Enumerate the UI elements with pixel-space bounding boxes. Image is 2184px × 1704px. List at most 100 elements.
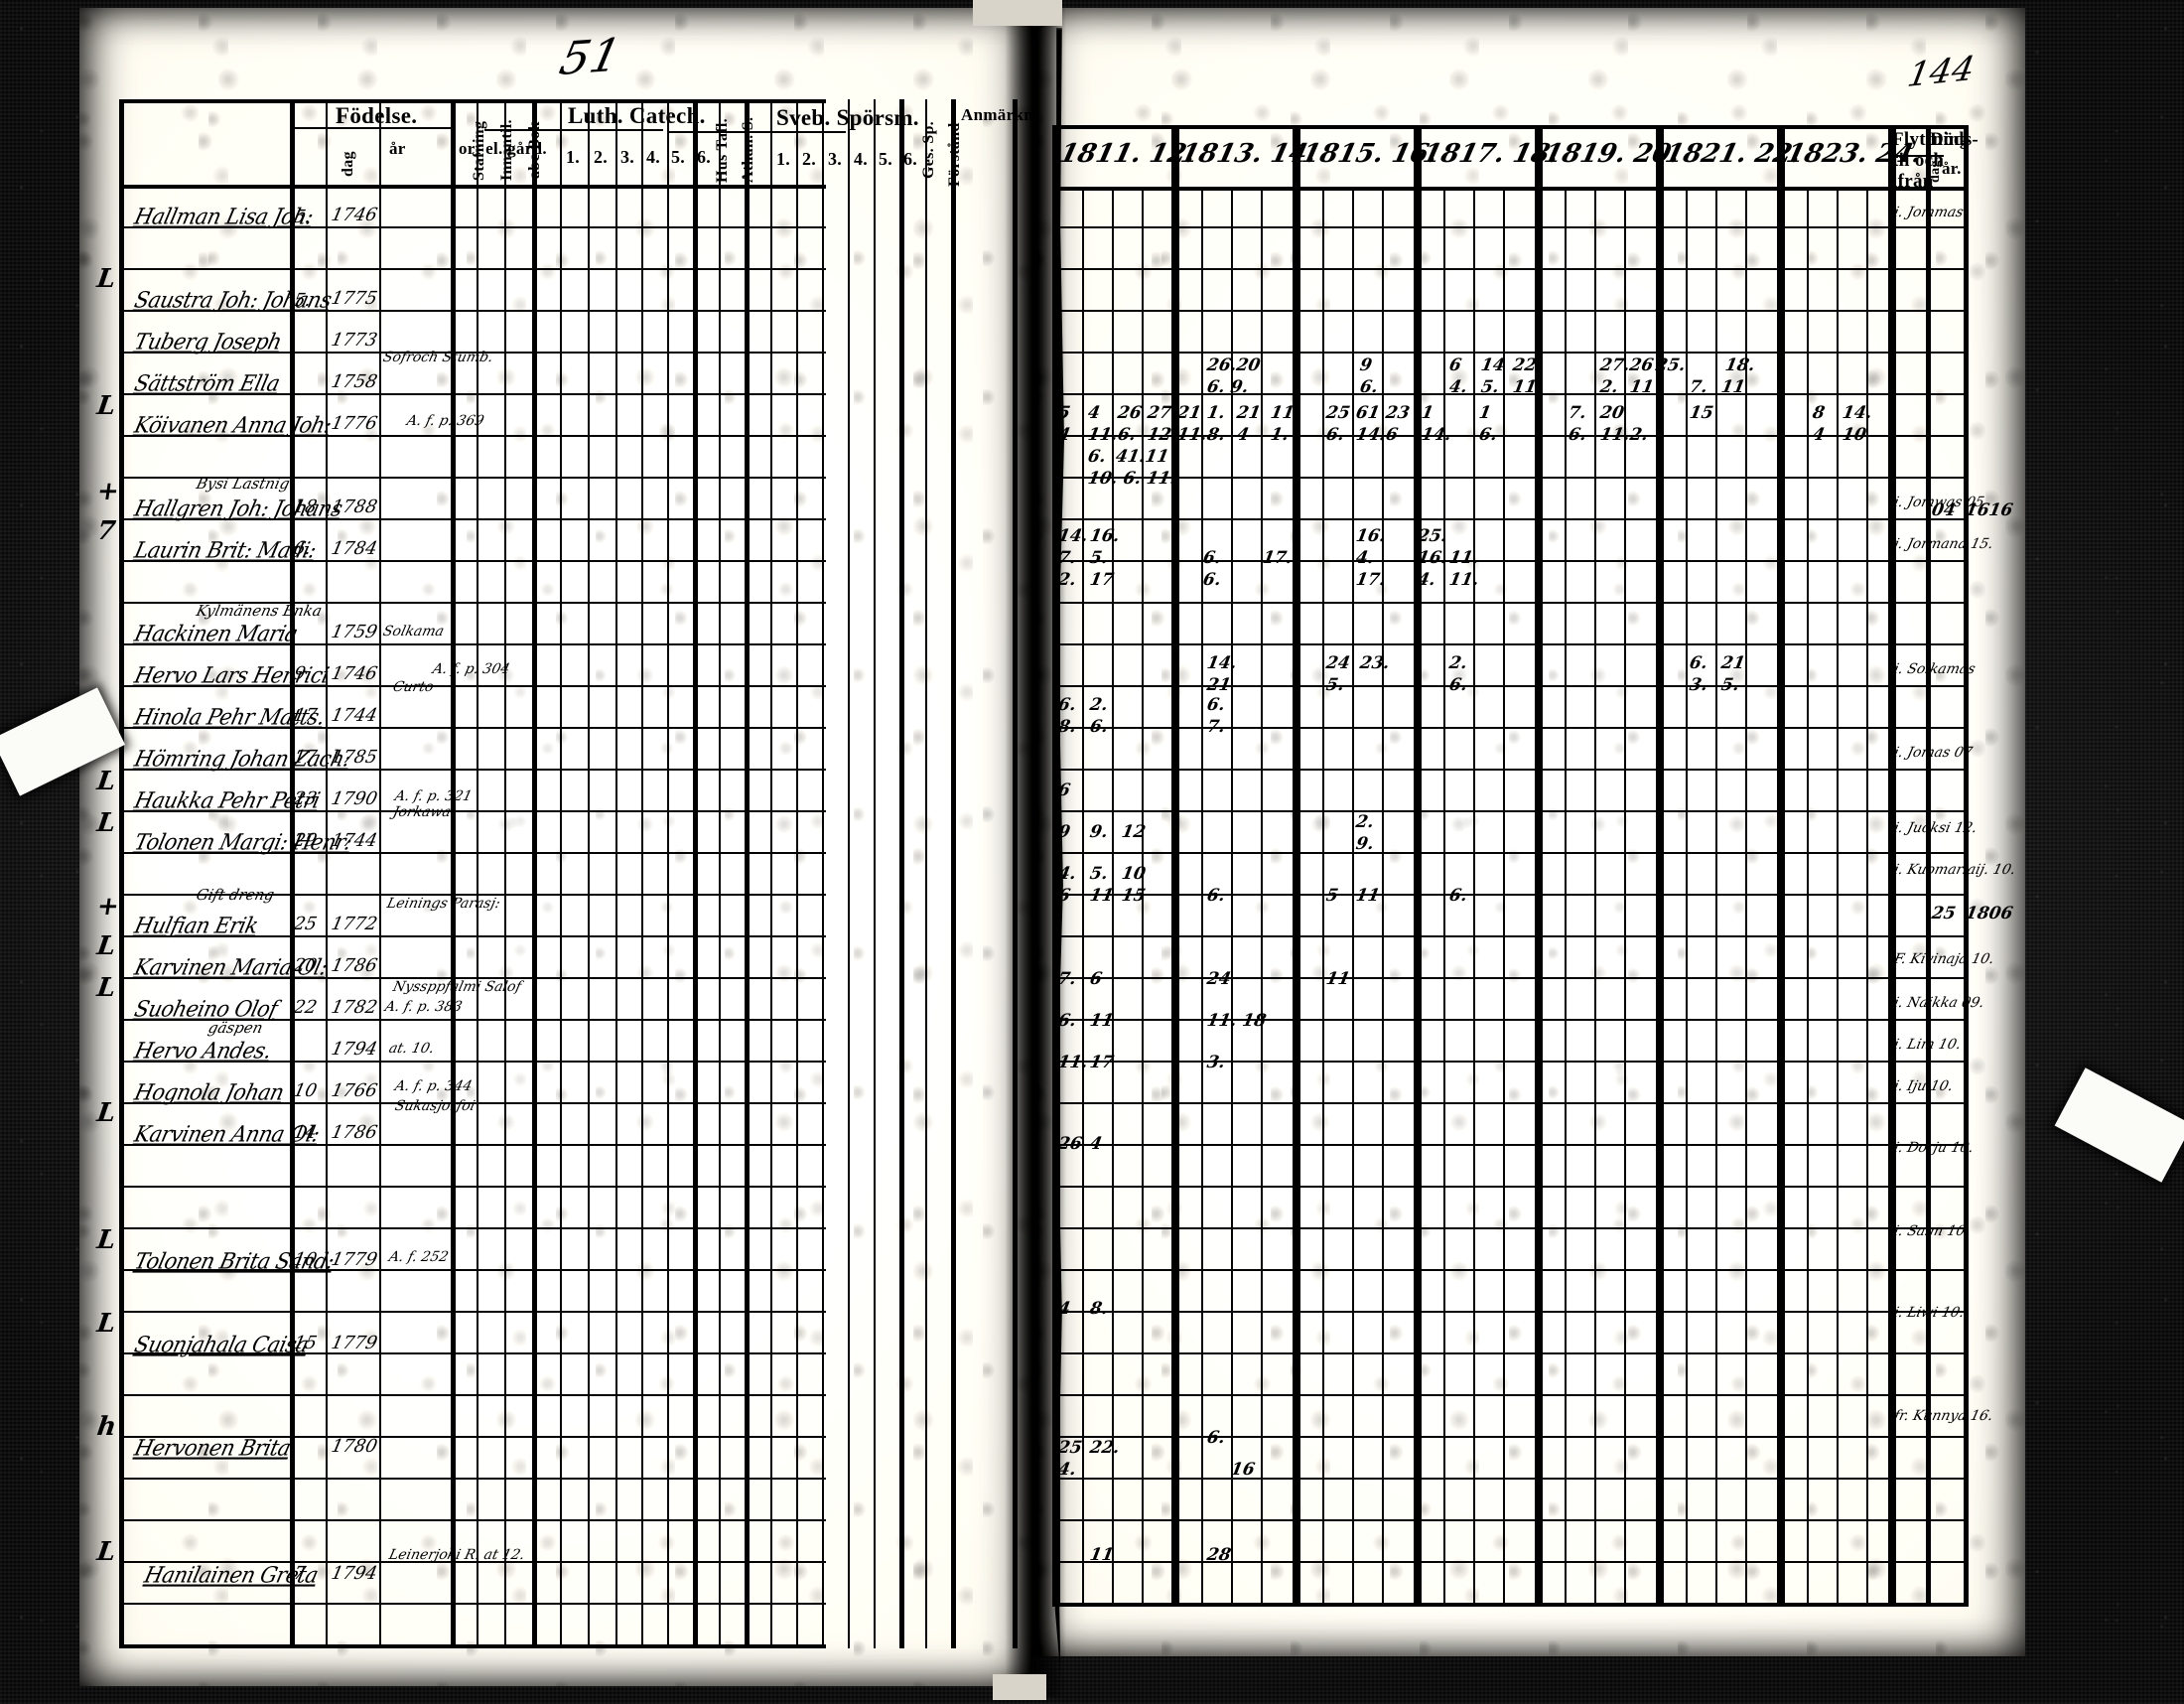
subcol-rule [1382, 187, 1384, 1607]
attendance-cell: 4. [1416, 570, 1437, 590]
attendance-cell: 17. [1354, 570, 1388, 590]
attendance-cell: 16. [1416, 548, 1449, 568]
birth-year: 1779 [329, 1249, 380, 1270]
row-rule [119, 393, 826, 395]
row-rule [1052, 852, 1966, 854]
attendance-cell: 26 [1056, 1134, 1084, 1154]
flyttning-note: fr. Kunnya 16. [1892, 1408, 1995, 1424]
header-fodelse-ar: år [389, 139, 406, 158]
row-rule [119, 727, 826, 729]
row-rule [1052, 1519, 1966, 1521]
yearcol-rule-1811 [1171, 125, 1179, 1607]
attendance-cell: 15 [1688, 403, 1715, 423]
attendance-cell: 16 [1229, 1460, 1257, 1480]
birth-place: Solkama [381, 624, 446, 639]
attendance-cell: 41.11 [1114, 447, 1170, 467]
year-header-1817: 1817. 18. [1420, 139, 1563, 169]
flyttning-note: i. Kuomarlaij. 10. [1892, 862, 2017, 878]
subcol-rule [1503, 187, 1505, 1607]
row-rule [1052, 1394, 1966, 1396]
row-extra-note: A. f. 252 [387, 1249, 451, 1265]
attendance-cell: 5. [1324, 675, 1346, 695]
row-rule [119, 310, 826, 312]
subcol-rule [1745, 187, 1747, 1607]
year-header-1813: 1813. 14. [1177, 139, 1320, 169]
attendance-cell: 23. [1358, 653, 1392, 673]
flyttning-note: i. Jomas 07 [1892, 745, 1975, 761]
subcol-rule [1594, 187, 1596, 1607]
birth-day: 15 [291, 1333, 320, 1353]
row-rule [119, 477, 826, 479]
attendance-cell: 11 [1354, 886, 1382, 906]
table-rule [119, 99, 826, 103]
attendance-cell: 11 [1511, 377, 1539, 397]
birth-year: 1746 [329, 205, 380, 225]
birth-year: 1780 [329, 1436, 380, 1457]
row-extra-note: A. f. p. 383 [383, 999, 465, 1015]
attendance-cell: 25 [1324, 403, 1352, 423]
row-rule [1052, 935, 1966, 937]
attendance-cell: 6. [1201, 570, 1223, 590]
row-rule [119, 1186, 826, 1188]
col-rule-ss6 [899, 99, 904, 1648]
attendance-cell: 15 [1120, 886, 1148, 906]
flyttning-note: F. Kivinaja 10. [1892, 951, 1996, 967]
attendance-cell: 28 [1205, 1545, 1233, 1565]
attendance-cell: 17 [1088, 570, 1116, 590]
header-dods: Döds- [1930, 129, 1979, 150]
row-rule [1052, 352, 1966, 354]
row-superscript: Gift dreng [194, 886, 277, 904]
attendance-cell: 14. [1420, 425, 1453, 445]
header-lc-3: 3. [620, 147, 635, 167]
attendance-cell: 26 [1116, 403, 1144, 423]
col-rule-lc6 [693, 99, 698, 1648]
birth-place: Sukasjorfoi [393, 1098, 478, 1114]
attendance-cell: 2. [1628, 425, 1650, 445]
birth-day: 22 [291, 997, 320, 1018]
row-rule [119, 1061, 826, 1063]
flyttning-note: i. Salm 10. [1892, 1223, 1972, 1239]
person-name: Hognola Johan [132, 1079, 287, 1105]
header-luth-catech: Luth. Catech. [568, 103, 706, 128]
subcol-rule [1352, 187, 1354, 1607]
birth-year: 1772 [329, 914, 380, 934]
col-rule-lc1 [560, 99, 562, 1648]
attendance-cell: 7. [1205, 717, 1227, 737]
attendance-cell: 4. [1447, 377, 1469, 397]
birth-year: 1785 [329, 747, 380, 768]
header-fodelse: Födelse. [336, 103, 418, 128]
table-border-left [119, 99, 124, 1648]
attendance-cell: 24 [1205, 969, 1233, 989]
attendance-cell: 9. [1088, 822, 1110, 842]
row-rule [1052, 894, 1966, 896]
attendance-cell: 14. [1205, 653, 1239, 673]
header-abc-bok: abc Bok [526, 121, 543, 179]
header-fodelse-ort: ort el. gård. [459, 139, 547, 158]
row-rule [119, 1519, 826, 1521]
yearcol-rule-1819 [1656, 125, 1664, 1607]
attendance-cell: 21 [1235, 403, 1263, 423]
birth-year: 1782 [329, 997, 380, 1018]
attendance-cell: 6. [1056, 695, 1078, 715]
attendance-cell: 10 [1841, 425, 1868, 445]
birth-day: 14 [291, 1122, 320, 1143]
birth-year: 1794 [329, 1039, 380, 1060]
row-rule [1052, 1186, 1966, 1188]
attendance-cell: 6. [1567, 425, 1588, 445]
row-rule [119, 977, 826, 979]
person-name: Suonjahala Caisa [132, 1332, 312, 1357]
death-year: 1616 [1964, 500, 2015, 520]
attendance-cell: 18. [1723, 355, 1757, 375]
attendance-cell: 22. [1511, 355, 1545, 375]
header-dods-ar: år. [1942, 159, 1962, 178]
row-superscript: Bysi Lastnig [194, 475, 292, 493]
attendance-cell: 6. [1205, 886, 1227, 906]
attendance-cell: 1. [1205, 403, 1227, 423]
header-ss-1: 1. [776, 149, 791, 169]
subcol-rule [1624, 187, 1626, 1607]
right-page: 144 [1032, 8, 2025, 1656]
header-stafning: Stafning [471, 120, 487, 181]
table-rule [484, 129, 663, 131]
table-border-right [1964, 125, 1969, 1607]
header-ss-3: 3. [828, 149, 843, 169]
